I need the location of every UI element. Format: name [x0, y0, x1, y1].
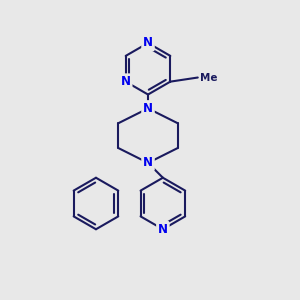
Text: Me: Me	[200, 73, 217, 82]
Text: N: N	[143, 37, 153, 50]
Text: N: N	[143, 102, 153, 115]
Text: N: N	[158, 223, 168, 236]
Text: N: N	[121, 75, 131, 88]
Text: N: N	[143, 156, 153, 170]
